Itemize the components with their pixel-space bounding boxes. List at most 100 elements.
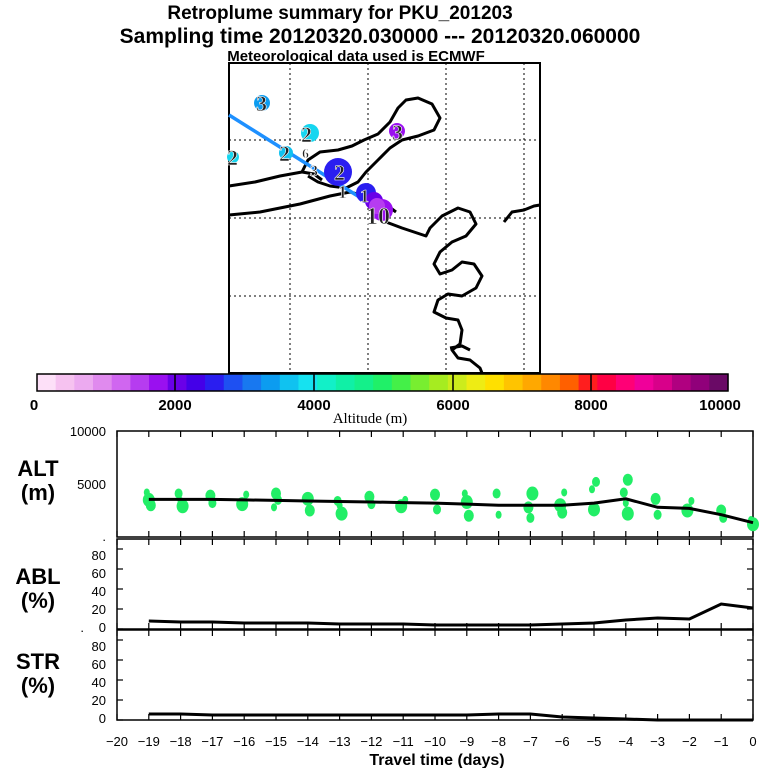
colorbar-cell <box>335 374 356 391</box>
colorbar-cell <box>186 374 206 391</box>
x-tick-label: −1 <box>714 734 729 749</box>
x-tick-label: −14 <box>297 734 319 749</box>
str-ytick-label: 40 <box>92 675 106 690</box>
colorbar-tick-label: 4000 <box>297 397 330 414</box>
colorbar-frame <box>36 373 729 392</box>
plume-marker <box>389 123 405 139</box>
plume-marker <box>369 198 385 214</box>
day-labels: 3 2 3 2 2 6 3 2 1 1 10 <box>227 91 404 231</box>
alt-particle-point <box>650 492 661 505</box>
alt-x-ticks <box>116 431 754 537</box>
colorbar-cell <box>298 374 318 391</box>
alt-particle-point <box>622 499 629 508</box>
colorbar-cell <box>391 374 412 391</box>
str-panel-frame <box>116 629 754 721</box>
colorbar-label: Altitude (m) <box>333 411 408 427</box>
colorbar-cell <box>653 374 673 391</box>
alt-particle-point <box>747 517 759 532</box>
x-tick-label: −12 <box>360 734 382 749</box>
colorbar-cell <box>615 374 636 391</box>
colorbar-cell <box>242 374 262 391</box>
x-axis-title: Travel time (days) <box>369 752 504 768</box>
alt-particle-point <box>619 487 628 498</box>
alt-particle-point <box>304 504 315 517</box>
alt-particle-point <box>145 499 156 512</box>
alt-particle-point <box>526 486 539 501</box>
colorbar-cell <box>503 374 524 391</box>
alt-particle-point <box>526 512 535 523</box>
abl-fraction-line <box>148 602 754 627</box>
colorbar-tick-label: 0 <box>30 397 38 414</box>
alt-particle-point <box>592 476 600 487</box>
abl-panel: ABL (%) 80 60 40 20 0 . <box>15 538 754 635</box>
alt-particle-point <box>653 509 662 520</box>
abl-panel-unit: (%) <box>21 588 55 613</box>
plume-marker <box>279 146 293 160</box>
x-tick-label: −16 <box>233 734 255 749</box>
abl-ytick-label: 40 <box>92 584 106 599</box>
x-tick-label: −19 <box>138 734 160 749</box>
alt-particle-point <box>523 501 534 514</box>
colorbar-cell <box>111 374 131 391</box>
sampling-time: Sampling time 20120320.030000 --- 201203… <box>120 25 641 48</box>
colorbar-cell <box>522 374 542 391</box>
str-ytick-label: 80 <box>92 639 106 654</box>
colorbar-cell <box>261 374 281 391</box>
str-ytick-label: 60 <box>92 657 106 672</box>
colorbar-cell <box>167 374 188 391</box>
colorbar-tick-label: 10000 <box>699 397 741 414</box>
alt-particle-point <box>622 473 633 486</box>
x-tick-label: −11 <box>393 734 414 749</box>
day-label: 2 <box>227 145 238 170</box>
alt-particle-point <box>463 509 474 522</box>
alt-particle-point <box>433 504 441 515</box>
x-tick-labels: −20 −19 −18 −17 −16 −15 −14 −13 −12 −11 −10 −9 −8 −7−… <box>106 734 757 749</box>
alt-particle-point <box>688 496 695 505</box>
x-tick-label: −15 <box>265 734 287 749</box>
str-panel-unit: (%) <box>21 673 55 698</box>
x-tick-label: −4 <box>618 734 633 749</box>
x-tick-label: −20 <box>106 734 128 749</box>
colorbar-cell <box>709 374 729 391</box>
alt-particle-point <box>588 502 600 517</box>
alt-panel-unit: (m) <box>21 480 55 505</box>
colorbar-cell <box>559 374 580 391</box>
x-tick-label: −18 <box>170 734 192 749</box>
abl-x-ticks <box>116 539 754 629</box>
plume-markers <box>227 95 405 221</box>
trajectory-line <box>228 113 381 212</box>
day-label: 2 <box>334 160 345 185</box>
colorbar-tick-label: 2000 <box>158 397 191 414</box>
alt-particle-point <box>176 499 189 514</box>
day-label: 2 <box>279 141 290 166</box>
alt-particle-point <box>301 491 314 506</box>
colorbar-cell <box>223 374 244 391</box>
abl-panel-frame <box>116 538 754 630</box>
plume-marker <box>227 151 239 163</box>
alt-particle-point <box>561 488 568 497</box>
str-panel: STR (%) 80 60 40 20 0 <box>16 629 754 726</box>
plume-marker <box>254 95 270 111</box>
day-label: 1 <box>360 186 369 206</box>
x-tick-label: 0 <box>749 734 756 749</box>
plume-marker <box>324 158 352 186</box>
str-ytick-label: 20 <box>92 693 106 708</box>
alt-particle-point <box>460 495 473 510</box>
figure-title: Retroplume summary for PKU_201203 <box>167 3 512 24</box>
x-tick-label: −9 <box>459 734 474 749</box>
x-tick-label: −6 <box>555 734 570 749</box>
plume-marker <box>301 124 319 142</box>
alt-particle-point <box>557 506 568 519</box>
trajectory-map: 3 2 3 2 2 6 3 2 1 1 10 <box>227 62 541 374</box>
abl-panel-label: ABL <box>15 564 60 589</box>
x-tick-label: −17 <box>201 734 223 749</box>
colorbar-cell <box>279 374 300 391</box>
x-tick-label: −7 <box>523 734 538 749</box>
x-tick-label: −8 <box>491 734 506 749</box>
abl-ytick-label: 20 <box>92 602 106 617</box>
x-tick-label: −2 <box>682 734 697 749</box>
alt-particle-point <box>681 503 694 518</box>
colorbar-cell <box>429 374 449 391</box>
day-label: 2 <box>301 122 312 147</box>
